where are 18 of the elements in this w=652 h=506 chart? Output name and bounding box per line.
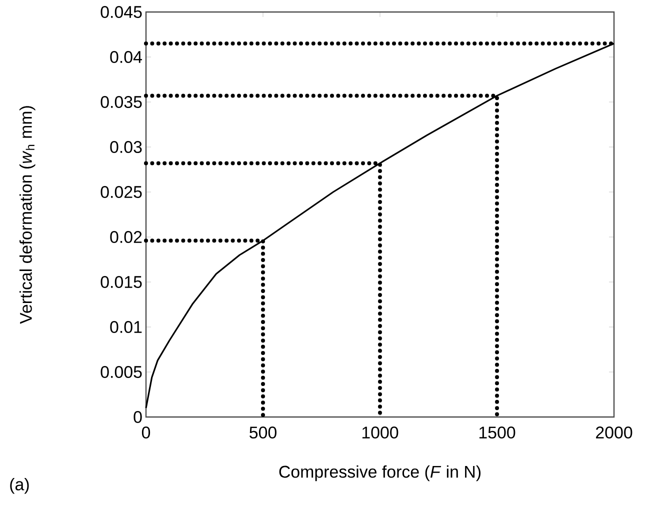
y-tick-label: 0.025 (100, 186, 142, 198)
x-tick-label: 2000 (596, 426, 632, 439)
x-tick-label: 1500 (479, 426, 516, 439)
text: (a) (10, 478, 29, 494)
y-tick-label: 0.04 (110, 51, 142, 63)
y-tick-label: 0 (134, 411, 142, 423)
x-tick-label: 1000 (362, 426, 398, 439)
x-tick-label: 500 (250, 426, 276, 439)
y-tick-label: 0.035 (100, 96, 142, 108)
y-tick-label: 0.01 (110, 321, 142, 333)
x-tick-label: 0 (142, 426, 150, 439)
y-tick-label: 0.045 (100, 6, 142, 18)
y-axis-title: Vertical deformation (w$_{h}$ mm) (19, 106, 36, 324)
y-tick-label: 0.03 (110, 141, 142, 153)
y-tick-label: 0.015 (100, 276, 142, 288)
x-axis-title: Compressive force (F in N) (279, 465, 480, 482)
y-tick-label: 0.005 (100, 366, 142, 378)
y-tick-label: 0.02 (110, 231, 142, 243)
